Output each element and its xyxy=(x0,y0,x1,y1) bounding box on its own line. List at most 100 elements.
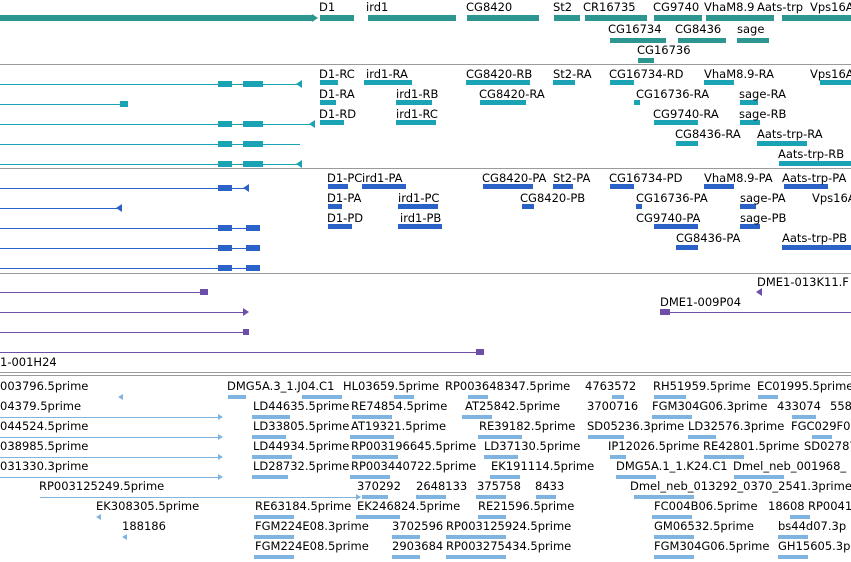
est-feature[interactable] xyxy=(350,435,394,439)
est-feature[interactable] xyxy=(302,395,342,399)
est-label[interactable]: SD02787 xyxy=(804,439,851,453)
exon[interactable] xyxy=(328,224,352,229)
est-label[interactable]: RH51959.5prime xyxy=(653,379,751,393)
est-label[interactable]: 370292 xyxy=(357,479,401,493)
gene-span[interactable] xyxy=(585,15,647,21)
exon[interactable] xyxy=(218,81,232,87)
est-label[interactable]: 375758 xyxy=(477,479,521,493)
est-label[interactable]: LD44635.5prime xyxy=(253,399,350,413)
est-feature[interactable] xyxy=(490,475,520,479)
est-label[interactable]: EK308305.5prime xyxy=(96,499,200,513)
transcript-label[interactable]: VhaM8.9-RA xyxy=(704,67,774,81)
gene-label[interactable]: CG8420 xyxy=(466,0,513,14)
est-label[interactable]: RP003125249.5prime xyxy=(39,479,165,493)
est-label[interactable]: EK246824.5prime xyxy=(357,499,461,513)
est-label[interactable]: 558 xyxy=(830,399,851,413)
gene-label[interactable]: CR16735 xyxy=(583,0,636,14)
est-label[interactable]: 433074 xyxy=(777,399,821,413)
est-feature[interactable] xyxy=(758,395,778,399)
est-label[interactable]: 2648133 xyxy=(416,479,468,493)
est-feature[interactable] xyxy=(704,455,744,459)
transcript-label[interactable]: D1-PA xyxy=(327,191,362,205)
est-label[interactable]: LD37130.5prime xyxy=(484,439,581,453)
est-label[interactable]: AT25842.5prime xyxy=(465,399,561,413)
transcript-label[interactable]: Aats-trp-PB xyxy=(782,231,848,245)
transcript-label[interactable]: Vps16A xyxy=(810,67,851,81)
est-feature[interactable] xyxy=(654,555,694,559)
est-label[interactable]: LD44934.5prime xyxy=(253,439,350,453)
est-label[interactable]: FGM304G06.3prime xyxy=(652,399,768,413)
transcript-label[interactable]: Aats-trp-RB xyxy=(778,147,845,161)
exon[interactable] xyxy=(676,245,698,250)
transcript-label[interactable]: ird1-PB xyxy=(400,211,442,225)
transcript-label[interactable]: St2-PA xyxy=(553,171,591,185)
est-label[interactable]: SD05236.3prime xyxy=(587,419,685,433)
exon[interactable] xyxy=(320,80,338,85)
transcript-label[interactable]: sage-RB xyxy=(739,107,787,121)
exon[interactable] xyxy=(218,185,232,191)
exon[interactable] xyxy=(364,80,412,85)
gene-span[interactable] xyxy=(678,38,726,43)
est-label[interactable]: FGM224E08.5prime xyxy=(255,539,369,553)
exon[interactable] xyxy=(328,184,348,189)
est-feature[interactable] xyxy=(468,395,488,399)
est-feature[interactable] xyxy=(536,495,556,499)
est-feature[interactable] xyxy=(416,495,446,499)
exon[interactable] xyxy=(740,204,756,209)
est-feature[interactable] xyxy=(254,535,294,539)
exon[interactable] xyxy=(704,184,734,189)
est-label[interactable]: 188186 xyxy=(122,519,166,533)
est-feature[interactable] xyxy=(350,475,390,479)
est-label[interactable]: 044524.5prime xyxy=(0,419,89,433)
gene-span[interactable] xyxy=(610,38,666,43)
est-feature[interactable] xyxy=(654,395,686,399)
exon[interactable] xyxy=(820,80,851,85)
clone-end[interactable] xyxy=(200,289,208,295)
est-label[interactable]: 038985.5prime xyxy=(0,439,89,453)
est-feature[interactable] xyxy=(446,555,506,559)
gene-label[interactable]: CG8436 xyxy=(675,22,722,36)
exon[interactable] xyxy=(246,265,260,271)
est-feature[interactable] xyxy=(228,395,246,399)
exon[interactable] xyxy=(704,80,734,85)
exon[interactable] xyxy=(466,80,530,85)
gene-label[interactable]: CG16736 xyxy=(637,43,691,57)
exon[interactable] xyxy=(243,161,263,167)
gene-span[interactable] xyxy=(0,15,312,21)
est-feature[interactable] xyxy=(652,515,692,519)
est-label[interactable]: LD33805.5prime xyxy=(253,419,350,433)
est-label[interactable]: RE42801.5prime xyxy=(703,439,800,453)
transcript-label[interactable]: CG9740-RA xyxy=(653,107,719,121)
est-label[interactable]: GM06532.5prime xyxy=(654,519,754,533)
transcript-label[interactable]: ird1-PA xyxy=(362,171,403,185)
est-feature[interactable] xyxy=(478,435,522,439)
est-feature[interactable] xyxy=(612,395,624,399)
exon[interactable] xyxy=(779,161,851,166)
est-label[interactable]: RP003196645.5prime xyxy=(351,439,477,453)
est-feature[interactable] xyxy=(478,515,506,519)
est-feature[interactable] xyxy=(254,515,294,519)
gene-span[interactable] xyxy=(638,58,654,63)
transcript-label[interactable]: ird1-RB xyxy=(396,87,439,101)
clone-label[interactable]: DME1-013K11.F xyxy=(757,275,849,289)
transcript-label[interactable]: ird1-RC xyxy=(396,107,438,121)
est-label[interactable]: LD28732.5prime xyxy=(253,459,350,473)
est-label[interactable]: FGC029F0 xyxy=(791,419,851,433)
exon[interactable] xyxy=(784,184,828,189)
gene-span[interactable] xyxy=(654,15,702,21)
est-feature[interactable] xyxy=(654,535,694,539)
est-feature[interactable] xyxy=(688,435,716,439)
est-label[interactable]: FC004B06.5prime xyxy=(654,499,758,513)
exon[interactable] xyxy=(246,245,260,251)
est-label[interactable]: EC01995.5prime xyxy=(757,379,851,393)
gene-label[interactable]: St2 xyxy=(553,0,573,14)
gene-span[interactable] xyxy=(737,38,769,43)
exon[interactable] xyxy=(553,80,575,85)
est-feature[interactable] xyxy=(790,515,810,519)
est-label[interactable]: 8433 xyxy=(535,479,565,493)
transcript-label[interactable]: D1-RD xyxy=(319,107,357,121)
exon[interactable] xyxy=(654,120,698,125)
est-label[interactable]: FGM304G06.5prime xyxy=(654,539,770,553)
exon[interactable] xyxy=(483,184,533,189)
exon[interactable] xyxy=(522,204,534,209)
